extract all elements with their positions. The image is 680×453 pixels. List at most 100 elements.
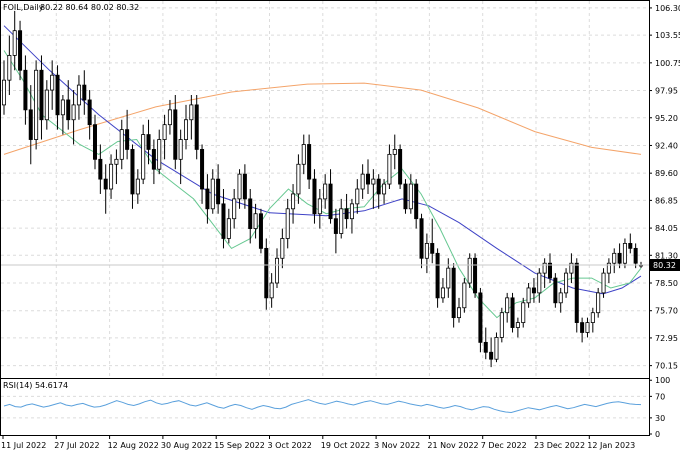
candle-body <box>333 218 338 234</box>
rsi-tick-label: 0 <box>655 430 660 439</box>
candle-body <box>317 198 322 215</box>
candle <box>82 70 87 115</box>
candle <box>71 90 76 145</box>
rsi-panel <box>0 378 650 436</box>
candle <box>553 273 558 308</box>
candle-body <box>446 267 451 289</box>
candle-body <box>66 99 71 121</box>
candle <box>242 164 247 209</box>
candle <box>28 85 33 165</box>
candle-body <box>60 99 65 116</box>
candle-body <box>109 163 114 190</box>
candle <box>98 144 103 194</box>
candle <box>1 60 7 115</box>
y-tick-label: 72.95 <box>655 334 678 343</box>
candle-body <box>617 252 622 264</box>
candle <box>435 248 440 308</box>
candle-body <box>349 203 354 220</box>
candle <box>323 174 328 209</box>
candle-body <box>569 262 574 274</box>
candle-body <box>291 193 296 210</box>
candle-body <box>494 337 499 360</box>
candle-body <box>135 178 140 195</box>
candle <box>167 99 172 135</box>
candle-body <box>162 124 167 140</box>
candle-body <box>590 312 595 323</box>
candle-body <box>258 213 263 249</box>
candle <box>23 55 28 125</box>
rsi-tick-label: 70 <box>655 392 665 401</box>
y-tick-label: 97.95 <box>655 87 678 96</box>
candle-body <box>355 188 360 205</box>
candle-body <box>328 183 333 220</box>
candle-body <box>87 99 92 126</box>
current-price-line: 80.32 <box>1 258 680 271</box>
candle-body <box>1 79 7 106</box>
candle-body <box>194 104 199 150</box>
candle-body <box>141 134 146 180</box>
candle <box>44 80 49 130</box>
candle <box>18 20 23 81</box>
candle <box>365 159 371 194</box>
candle <box>547 253 553 284</box>
rsi-label: RSI(14) 54.6174 <box>3 381 68 390</box>
candle <box>258 208 263 254</box>
x-tick-label: 3 Nov 2022 <box>374 441 420 450</box>
candle <box>269 273 274 308</box>
candle <box>387 144 392 190</box>
rsi-line <box>3 399 642 414</box>
candle-body <box>253 213 258 229</box>
candle <box>34 60 39 150</box>
candle <box>585 317 590 338</box>
candle <box>60 95 65 135</box>
candle-body <box>510 297 515 328</box>
candle <box>489 337 494 368</box>
candle <box>39 55 44 140</box>
candle <box>253 203 258 239</box>
candle-body <box>323 183 328 200</box>
candle <box>285 198 290 249</box>
candle <box>50 60 55 110</box>
candle <box>189 95 194 140</box>
main-grid <box>1 1 649 378</box>
candle <box>349 198 354 234</box>
candle <box>376 174 381 209</box>
candle <box>419 213 424 269</box>
candle-body <box>274 257 280 284</box>
candle-body <box>553 277 558 304</box>
candle-body <box>125 129 130 150</box>
candle <box>408 174 413 214</box>
candle-body <box>34 69 39 140</box>
candle-body <box>210 178 215 210</box>
candle <box>264 238 269 310</box>
candle-body <box>360 173 365 190</box>
candle-body <box>430 243 435 254</box>
candle <box>622 238 627 269</box>
candle <box>564 268 569 298</box>
candle-body <box>371 178 376 185</box>
candle <box>151 139 156 185</box>
candle-body <box>200 149 205 190</box>
x-tick-label: 23 Dec 2022 <box>534 441 585 450</box>
y-tick-label: 84.05 <box>655 224 678 233</box>
candle <box>135 169 140 204</box>
candle <box>194 95 199 160</box>
candle <box>537 268 542 303</box>
candle <box>451 263 456 328</box>
candle <box>92 114 98 170</box>
candle-body <box>521 302 526 323</box>
candle <box>521 297 526 328</box>
candle <box>7 35 12 96</box>
candle <box>183 104 189 150</box>
candle <box>398 144 403 190</box>
candle <box>312 169 317 224</box>
candle <box>66 80 71 130</box>
candle-body <box>542 262 547 274</box>
date-axis: 11 Jul 2022 27 Jul 2022 12 Aug 2022 30 Aug … <box>1 435 635 450</box>
candle <box>628 233 633 254</box>
candle <box>328 169 333 224</box>
candle-body <box>312 178 317 215</box>
candle-body <box>601 272 606 294</box>
candle-body <box>537 272 542 294</box>
